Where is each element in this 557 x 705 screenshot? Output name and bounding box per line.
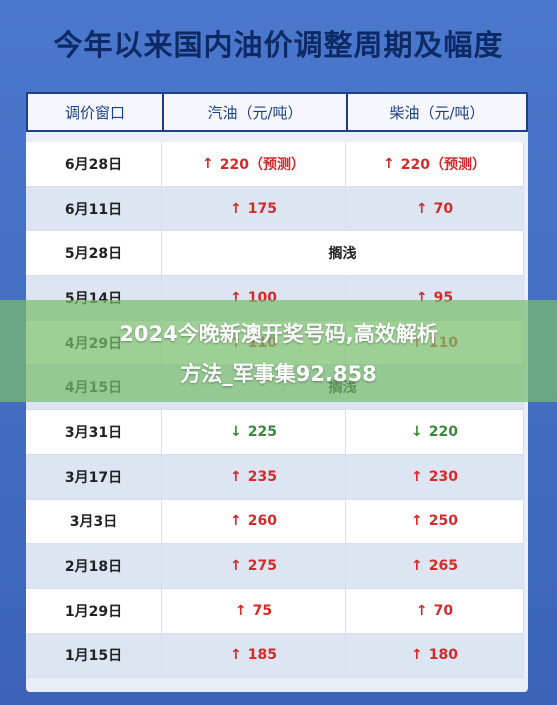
change-value: 235 [247,468,277,485]
arrow-up-icon: ↑ [202,155,214,172]
table-row: 3月31日 ↓ 225 ↓ 220 [26,410,528,455]
arrow-up-icon: ↑ [411,558,423,575]
row-gasoline-change: ↑ 185 [162,633,346,679]
arrow-up-icon: ↑ [415,200,428,217]
change-value: 75 [252,602,273,619]
arrow-up-icon: ↑ [230,289,242,306]
table-row: 1月15日 ↑ 185 ↑ 180 [26,633,528,679]
change-value: 220（预测） [219,156,305,173]
header-diesel: 柴油（元/吨） [389,103,485,122]
change-value: 260 [247,513,277,530]
arrow-up-icon: ↑ [230,468,242,485]
arrow-up-icon: ↑ [415,602,428,619]
row-date: 2月18日 [26,544,162,589]
row-diesel-change: ↑ 265 [346,544,524,589]
watermark-line-1: 2024今晚新澳开奖号码,高效解析 [119,322,438,346]
arrow-up-icon: ↑ [411,647,423,664]
arrow-down-icon: ↓ [230,423,242,440]
row-diesel-change: ↑ 230 [346,454,524,500]
change-value: 225 [247,423,277,440]
change-value: 265 [428,558,458,575]
table-row: 3月3日 ↑ 260 ↑ 250 [26,499,528,545]
row-date: 3月3日 [26,499,162,545]
change-value: 220 [428,423,458,440]
change-value: 230 [428,468,458,485]
header-gasoline: 汽油（元/吨） [164,94,348,130]
row-date: 1月29日 [26,588,162,634]
change-value: 185 [247,647,277,664]
change-value: 175 [247,200,277,217]
row-gasoline-change: ↑ 275 [162,544,346,589]
arrow-up-icon: ↑ [230,513,242,530]
arrow-up-icon: ↑ [234,602,247,619]
row-diesel-change: ↑ 70 [346,186,524,232]
arrow-up-icon: ↑ [230,558,242,575]
arrow-up-icon: ↑ [230,647,242,664]
change-value: 250 [428,513,458,530]
row-gasoline-change: ↑ 175 [162,186,346,232]
row-diesel-change: ↑ 180 [346,633,524,679]
table-row: 6月28日 ↑ 220（预测） ↑ 220（预测） [26,142,528,187]
row-date: 3月17日 [26,454,162,500]
row-gasoline-change: ↑ 75 [162,588,346,634]
header-window: 调价窗口 [28,94,164,130]
table-row: 2月18日 ↑ 275 ↑ 265 [26,544,528,589]
arrow-up-icon: ↑ [411,468,423,485]
change-value: 70 [433,602,454,619]
table-row: 1月29日 ↑ 75 ↑ 70 [26,588,528,634]
row-gasoline-change: ↑ 260 [162,499,346,545]
row-gasoline-change: ↑ 220（预测） [162,142,346,187]
row-gasoline-change: ↓ 225 [162,410,346,455]
page-title: 今年以来国内油价调整周期及幅度 [53,28,504,62]
row-diesel-change: ↓ 220 [346,410,524,455]
watermark-line-2: 方法_军事集92.858 [180,362,377,386]
arrow-up-icon: ↑ [411,513,423,530]
table-body: 6月28日 ↑ 220（预测） ↑ 220（预测） 6月11日 ↑ 175 ↑ 70 5月28日 搁浅… [26,142,528,679]
row-diesel-change: ↑ 220（预测） [346,142,524,187]
arrow-up-icon: ↑ [383,155,395,172]
row-date: 3月31日 [26,410,162,455]
row-date: 6月11日 [26,186,162,232]
change-value: 70 [433,200,454,217]
change-value: 275 [247,558,277,575]
row-date: 5月28日 [26,231,162,277]
change-value: 220（预测） [400,156,486,173]
row-diesel-change: ↑ 250 [346,499,524,545]
row-diesel-change: ↑ 70 [346,588,524,634]
table-row: 5月28日 搁浅 [26,231,528,277]
arrow-down-icon: ↓ [411,423,423,440]
arrow-up-icon: ↑ [230,200,242,217]
table-row: 6月11日 ↑ 175 ↑ 70 [26,186,528,232]
row-status-merged: 搁浅 [162,231,524,277]
change-value: 180 [428,647,458,664]
arrow-up-icon: ↑ [415,289,428,306]
table-row: 3月17日 ↑ 235 ↑ 230 [26,454,528,500]
table-header: 调价窗口 汽油（元/吨） 柴油（元/吨） [26,92,528,132]
row-date: 1月15日 [26,633,162,679]
watermark-banner [0,300,557,402]
row-date: 6月28日 [26,142,162,187]
row-gasoline-change: ↑ 235 [162,454,346,500]
